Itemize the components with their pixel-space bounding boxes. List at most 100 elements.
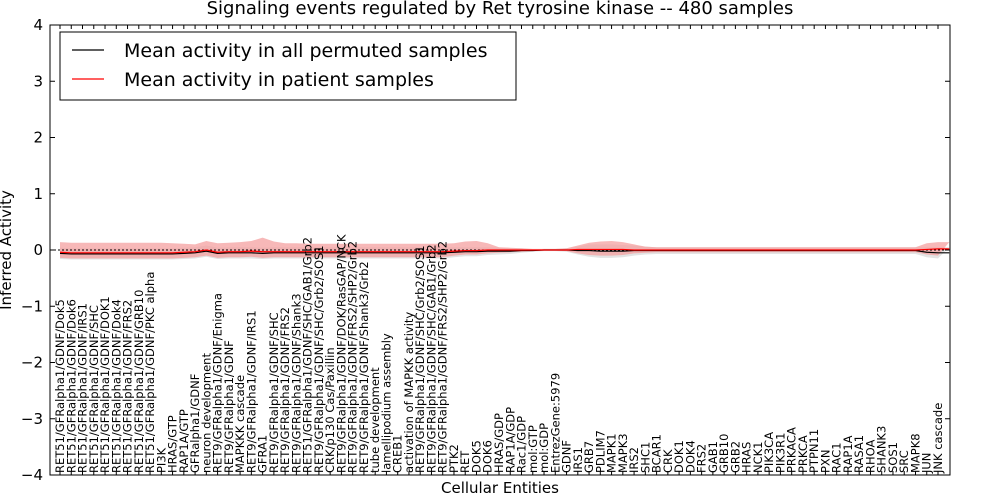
x-tick-label: RET9/GFRalpha1/GDNF/DOK/RasGAP/NCK (334, 234, 348, 473)
x-tick-label: RET51/GFRalpha1/GDNF/GRB10 (132, 290, 146, 473)
x-tick-label: PIK3R1 (773, 433, 787, 474)
confidence-bands (60, 237, 950, 260)
x-tick-label: activation of MAPKK activity (402, 312, 416, 473)
x-tick-label: DOK5 (469, 440, 483, 473)
band-patient (60, 237, 950, 259)
x-tick-label: GRB2 (728, 441, 742, 473)
y-tick-label: −3 (21, 410, 43, 428)
x-tick-label: RET9/GFRalpha1/GDNF/FRS2/SHP2/Grb2 (436, 241, 450, 473)
x-tick-label: RET51/GFRalpha1/GDNF/PKC alpha (143, 272, 157, 473)
legend-box (59, 31, 517, 101)
x-tick-label: mol:GTP (526, 425, 540, 473)
x-tick-label: RASA1 (852, 435, 866, 473)
x-tick-label: DOK4 (683, 440, 697, 473)
x-tick-label: RET9/GFRalpha1/GDNF/IRS1 (244, 310, 258, 473)
x-tick-label: Rac1/GDP (515, 416, 529, 473)
x-tick-label: RET51/GFRalpha1/GDNF/SHC (87, 305, 101, 473)
x-tick-label: MAPK3 (616, 433, 630, 473)
x-tick-label: GRB7 (582, 441, 596, 473)
x-tick-label: JUN (920, 453, 934, 474)
x-tick-label: SOS1 (886, 442, 900, 473)
x-tick-label: RET9/GFRalpha1/GDNF/Enigma (211, 293, 225, 473)
x-tick-label: JNK cascade (931, 403, 945, 474)
x-tick-label: RET51/GFRalpha1/GDNF/Dok4 (109, 299, 123, 473)
series-line-patient (59, 248, 950, 254)
x-tick-label: PDLIM7 (593, 430, 607, 473)
x-tick-label: RET9/GFRalpha1/GDNF (222, 340, 236, 473)
x-tick-label: GFRalpha1/GDNF (188, 374, 202, 473)
x-tick-label: IRS2 (627, 447, 641, 473)
x-tick-label: SRC (897, 450, 911, 473)
x-tick-label: PXN (818, 450, 832, 473)
x-tick-label: PTK2 (447, 444, 461, 473)
y-tick-label: 0 (33, 241, 43, 259)
x-tick-label: mol:GDP (537, 423, 551, 473)
x-tick-label: DOK6 (481, 440, 495, 473)
x-tick-label: neuron development (199, 353, 213, 473)
x-tick-label: RET9/GFRalpha1/GDNF/SHC/Grb2/SOS1 (413, 245, 427, 473)
y-axis-label: Inferred Activity (0, 190, 15, 310)
y-tick-label: −1 (21, 297, 43, 315)
x-tick-label: RAC1 (830, 442, 844, 473)
y-tick-label: 1 (33, 185, 43, 203)
series-lines (59, 248, 950, 255)
x-tick-label: BCAR1 (650, 434, 664, 473)
x-tick-label: GRB10 (717, 434, 731, 473)
x-tick-label: CREB1 (391, 435, 405, 474)
x-tick-label: lamellipodium assembly (379, 333, 393, 473)
x-tick-label: PTPN11 (807, 429, 821, 473)
x-tick-label: NCK1 (751, 442, 765, 474)
x-tick-label: RET9/GFRalpha1/GDNF/SHC/Grb2/SOS1 (312, 245, 326, 473)
x-tick-label: PI3K (154, 447, 168, 473)
x-tick-label: RET (458, 450, 472, 473)
x-tick-label: MAPKKK cascade (233, 375, 247, 473)
x-tick-label: MAPK1 (605, 433, 619, 473)
x-tick-label: GAB1 (706, 441, 720, 473)
x-tick-label: PRKCA (796, 435, 810, 473)
x-tick-label: PRKACA (785, 427, 799, 473)
x-tick-label: RET9/GFRalpha1/GDNF/Shank3/Grb2 (357, 261, 371, 473)
x-tick-label: HRAS/GTP (166, 415, 180, 473)
x-tick-label: EntrezGene:5979 (548, 373, 562, 473)
x-tick-label: RET9/GFRalpha1/GDNF/SHC (267, 312, 281, 473)
x-tick-label: IRS1 (571, 447, 585, 473)
y-tick-label: 2 (33, 129, 43, 147)
x-tick-label: RAP1A/GDP (503, 407, 517, 473)
x-tick-label: SHC1 (638, 442, 652, 473)
x-tick-label: RET9/GFRalpha1/GDNF/FRS2 (278, 307, 292, 473)
x-tick-label: RAP1A/GTP (177, 409, 191, 473)
x-tick-label: GFRA1 (256, 435, 270, 473)
x-tick-label: tube development (368, 367, 382, 473)
x-tick-label: RET51/GFRalpha1/GDNF/DOK1 (98, 296, 112, 473)
x-tick-label: GDNF (560, 440, 574, 473)
x-tick-label: PIK3CA (762, 432, 776, 473)
x-tick-label: HRAS (740, 442, 754, 473)
x-tick-label: MAPK8 (908, 433, 922, 473)
x-tick-label: SHANK3 (875, 426, 889, 473)
x-tick-label: CRK/p130 Cas/Paxillin (323, 347, 337, 473)
x-axis-label: Cellular Entities (441, 479, 559, 497)
x-tick-label: RET9/GFRalpha1/GDNF/Shank3 (289, 293, 303, 473)
x-tick-label: RET9/GFRalpha1/GDNF/FRS2/SHP2/Grb2 (346, 241, 360, 473)
x-tick-label: FRS2 (695, 444, 709, 473)
x-tick-label: CRK (661, 449, 675, 473)
y-tick-label: −4 (21, 466, 43, 484)
chart-title: Signaling events regulated by Ret tyrosi… (207, 0, 794, 19)
x-tick-label: RET51/GFRalpha1/GDNF/Dok5 (53, 299, 67, 473)
x-tick-label: RET51/GFRalpha1/GDNF/SHC/GAB1/Grb2 (301, 237, 315, 473)
x-axis: RET51/GFRalpha1/GDNF/Dok5RET51/GFRalpha1… (53, 25, 945, 475)
legend: Mean activity in all permuted samples Me… (59, 31, 517, 101)
x-tick-label: RET51/GFRalpha1/GDNF/FRS2 (121, 300, 135, 473)
x-tick-label: RET51/GFRalpha1/GDNF/IRS1 (76, 303, 90, 473)
x-tick-label: DOK1 (672, 440, 686, 473)
x-tick-label: HRAS/GDP (492, 413, 506, 473)
y-tick-label: 3 (33, 72, 43, 90)
x-tick-label: RET51/GFRalpha1/GDNF/Dok6 (64, 299, 78, 473)
x-tick-label: RET9/GFRalpha1/GDNF/SHC/GAB1/Grb2 (424, 244, 438, 473)
x-tick-label: RAP1A (841, 435, 855, 473)
y-tick-label: −2 (21, 354, 43, 372)
y-axis: −4 −3 −2 −1 0 1 2 3 4 (21, 16, 950, 484)
y-tick-label: 4 (33, 16, 43, 34)
legend-label-permuted: Mean activity in all permuted samples (124, 40, 487, 62)
